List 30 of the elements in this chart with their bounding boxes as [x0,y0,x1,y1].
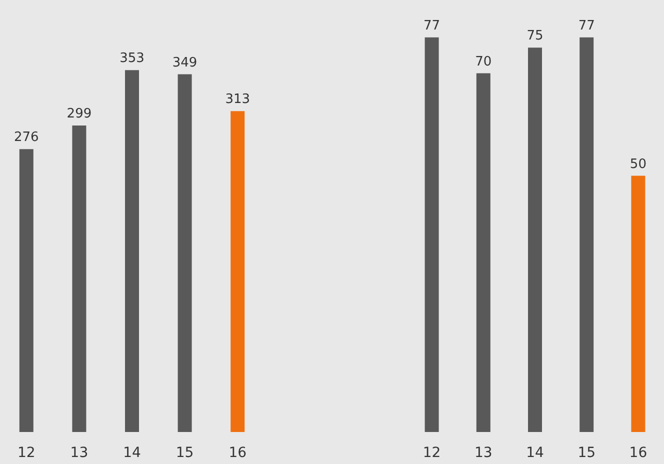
bar [230,111,245,432]
data-label: 75 [526,28,544,44]
x-tick-label: 13 [474,445,492,461]
x-tick-label: 13 [70,445,88,461]
x-tick-label: 12 [422,445,441,461]
data-label: 50 [630,156,646,172]
bar [424,37,439,432]
bar [19,149,34,432]
data-label: 77 [578,18,595,34]
bar [580,37,594,432]
data-label: 77 [424,18,440,34]
data-label: 353 [120,51,144,66]
x-tick-label: 15 [578,445,596,461]
bar [125,70,139,432]
x-tick-label: 14 [123,445,141,461]
bar [72,126,86,432]
x-tick-label: 15 [176,445,194,461]
x-tick-label: 16 [228,445,247,461]
data-label: 349 [172,55,198,70]
bar [528,48,542,432]
x-tick-label: 16 [629,445,648,461]
data-label: 313 [225,92,250,108]
data-label: 276 [14,130,39,146]
data-label: 299 [66,106,92,122]
data-label: 70 [475,54,492,70]
x-tick-label: 12 [17,445,36,461]
bar [476,73,490,432]
bar [631,176,646,432]
x-tick-label: 14 [526,445,544,461]
bar [178,74,192,432]
